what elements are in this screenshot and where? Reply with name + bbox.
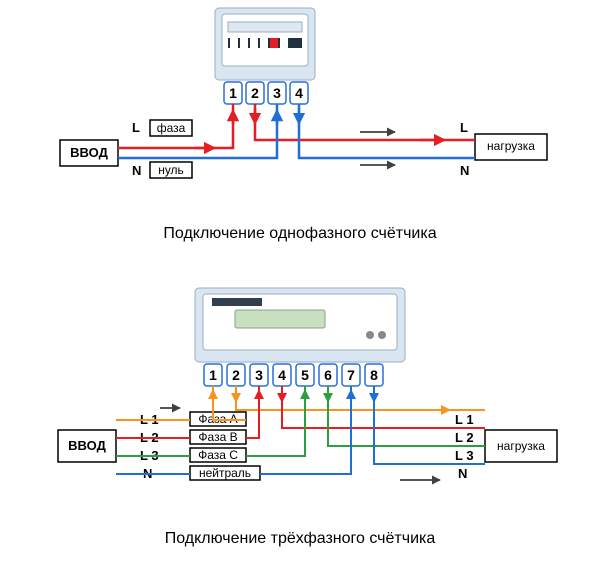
single-phase-meter [215, 8, 315, 80]
t3-7: 7 [347, 367, 355, 383]
n-in-label: N [132, 163, 141, 178]
three-phase-diagram: 1 2 3 4 5 6 7 8 ВВОД нагрузка Фаза А Фаз… [0, 280, 600, 530]
l1-out: L 1 [455, 412, 474, 427]
three-caption: Подключение трёхфазного счётчика [0, 530, 600, 548]
wire-N-out [299, 104, 475, 158]
three-input-label: ВВОД [68, 438, 106, 453]
wire-L-out [255, 104, 475, 140]
phaseB-label: Фаза В [198, 430, 237, 444]
l-in-label: L [132, 120, 140, 135]
input-box-label: ВВОД [70, 145, 108, 160]
l3-out: L 3 [455, 448, 474, 463]
three-load-label: нагрузка [497, 439, 545, 453]
t3-1: 1 [209, 367, 217, 383]
term-1-label: 1 [229, 85, 237, 101]
term-4-label: 4 [295, 85, 303, 101]
n-out3: N [458, 466, 467, 481]
three-phase-svg: 1 2 3 4 5 6 7 8 ВВОД нагрузка Фаза А Фаз… [0, 280, 600, 530]
t3-6: 6 [324, 367, 332, 383]
three-terminals: 1 2 3 4 5 6 7 8 [204, 364, 383, 386]
term-3-label: 3 [273, 85, 281, 101]
load-box-label: нагрузка [487, 139, 535, 153]
single-phase-svg: 1 2 3 4 ВВОД нагрузка фаза нуль L N L N [0, 0, 600, 230]
three-phase-meter [195, 288, 405, 362]
term-2-label: 2 [251, 85, 259, 101]
wire-N-in [118, 104, 277, 158]
t3-5: 5 [301, 367, 309, 383]
phase-box-label: фаза [157, 121, 186, 135]
t3-3: 3 [255, 367, 263, 383]
wire-L1-out [236, 386, 485, 410]
single-terminals: 1 2 3 4 [224, 82, 308, 104]
n-out-label: N [460, 163, 469, 178]
neutral3-label: нейтраль [199, 466, 251, 480]
phaseC-label: Фаза С [198, 448, 238, 462]
l-out-label: L [460, 120, 468, 135]
single-phase-diagram: 1 2 3 4 ВВОД нагрузка фаза нуль L N L N [0, 0, 600, 230]
t3-2: 2 [232, 367, 240, 383]
t3-8: 8 [370, 367, 378, 383]
t3-4: 4 [278, 367, 286, 383]
single-caption: Подключение однофазного счётчика [0, 225, 600, 243]
l2-out: L 2 [455, 430, 474, 445]
neutral-box-label: нуль [158, 163, 184, 177]
